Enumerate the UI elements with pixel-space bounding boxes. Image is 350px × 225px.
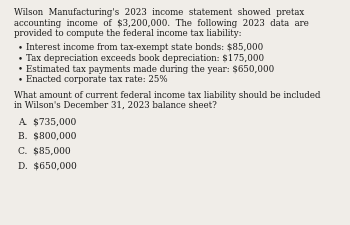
Text: A.  $735,000: A. $735,000 [18, 117, 76, 126]
Text: provided to compute the federal income tax liability:: provided to compute the federal income t… [14, 29, 241, 38]
Text: Enacted corporate tax rate: 25%: Enacted corporate tax rate: 25% [26, 75, 168, 84]
Text: •: • [18, 54, 23, 63]
Text: What amount of current federal income tax liability should be included: What amount of current federal income ta… [14, 90, 321, 99]
Text: in Wilson's December 31, 2023 balance sheet?: in Wilson's December 31, 2023 balance sh… [14, 101, 217, 110]
Text: B.  $800,000: B. $800,000 [18, 131, 76, 140]
Text: accounting  income  of  $3,200,000.  The  following  2023  data  are: accounting income of $3,200,000. The fol… [14, 18, 309, 27]
Text: Interest income from tax-exempt state bonds: $85,000: Interest income from tax-exempt state bo… [26, 43, 263, 52]
Text: •: • [18, 43, 23, 52]
Text: Wilson  Manufacturing's  2023  income  statement  showed  pretax: Wilson Manufacturing's 2023 income state… [14, 8, 304, 17]
Text: •: • [18, 75, 23, 84]
Text: C.  $85,000: C. $85,000 [18, 146, 71, 155]
Text: Tax depreciation exceeds book depreciation: $175,000: Tax depreciation exceeds book depreciati… [26, 54, 264, 63]
Text: D.  $650,000: D. $650,000 [18, 160, 77, 169]
Text: •: • [18, 64, 23, 73]
Text: Estimated tax payments made during the year: $650,000: Estimated tax payments made during the y… [26, 64, 274, 73]
